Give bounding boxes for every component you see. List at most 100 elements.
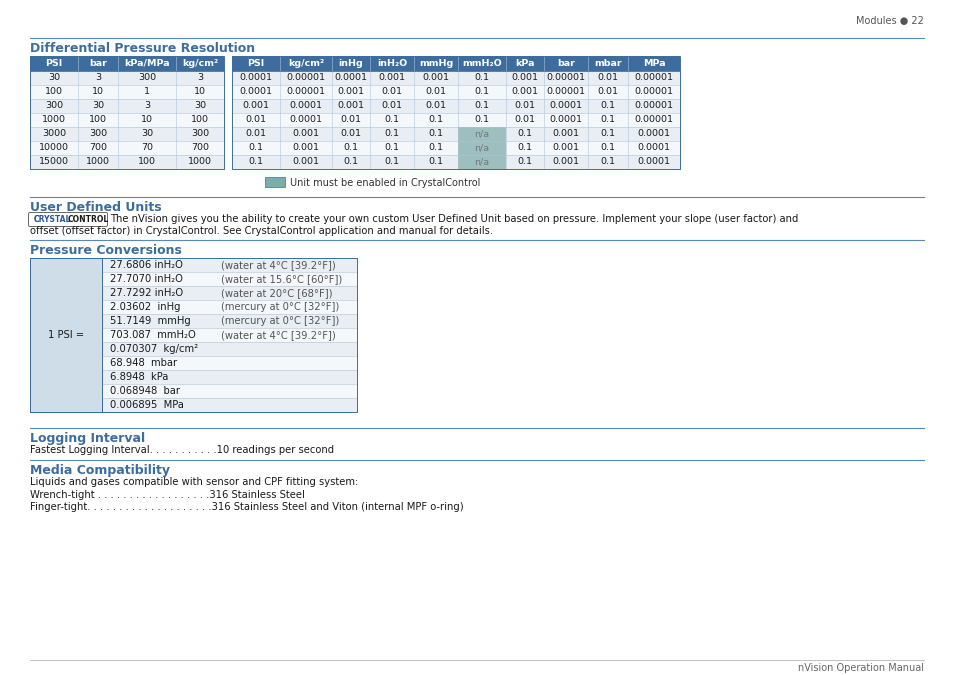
Text: 0.00001: 0.00001 xyxy=(634,74,673,82)
Text: 3000: 3000 xyxy=(42,130,66,138)
Text: 0.1: 0.1 xyxy=(599,130,615,138)
Bar xyxy=(102,258,356,272)
Text: 0.070307  kg/cm²: 0.070307 kg/cm² xyxy=(110,344,198,354)
Text: 15000: 15000 xyxy=(39,157,69,167)
Text: 0.0001: 0.0001 xyxy=(549,101,582,111)
Text: kPa/MPa: kPa/MPa xyxy=(124,59,170,68)
Text: 0.1: 0.1 xyxy=(599,157,615,167)
Text: 0.01: 0.01 xyxy=(597,88,618,97)
Bar xyxy=(30,71,224,85)
Text: 10: 10 xyxy=(91,88,104,97)
Text: 10000: 10000 xyxy=(39,144,69,153)
Bar xyxy=(30,258,356,412)
Text: 0.1: 0.1 xyxy=(474,115,489,124)
Text: Logging Interval: Logging Interval xyxy=(30,432,145,445)
Bar xyxy=(457,141,505,155)
Text: 0.01: 0.01 xyxy=(245,115,266,124)
Text: 70: 70 xyxy=(141,144,152,153)
Text: 0.1: 0.1 xyxy=(599,115,615,124)
Text: 100: 100 xyxy=(191,115,209,124)
Text: 0.00001: 0.00001 xyxy=(634,101,673,111)
Text: 0.001: 0.001 xyxy=(511,88,537,97)
Text: 1: 1 xyxy=(144,88,150,97)
Bar xyxy=(457,155,505,169)
Text: Media Compatibility: Media Compatibility xyxy=(30,464,170,477)
Bar xyxy=(30,258,102,412)
Text: 0.001: 0.001 xyxy=(293,130,319,138)
Bar xyxy=(232,56,679,71)
Text: CRYSTAL: CRYSTAL xyxy=(34,215,71,225)
Bar xyxy=(30,56,224,71)
Text: (mercury at 0°C [32°F]): (mercury at 0°C [32°F]) xyxy=(221,302,339,313)
Text: bar: bar xyxy=(557,59,575,68)
Text: 0.01: 0.01 xyxy=(514,115,535,124)
Text: 300: 300 xyxy=(191,130,209,138)
Text: kg/cm²: kg/cm² xyxy=(288,59,324,68)
Bar xyxy=(102,342,356,356)
Text: 100: 100 xyxy=(138,157,156,167)
Text: 1000: 1000 xyxy=(188,157,212,167)
Text: mmHg: mmHg xyxy=(418,59,453,68)
Text: Differential Pressure Resolution: Differential Pressure Resolution xyxy=(30,42,254,55)
Text: Modules ● 22: Modules ● 22 xyxy=(855,16,923,26)
Text: 0.01: 0.01 xyxy=(425,88,446,97)
Text: 0.1: 0.1 xyxy=(248,144,263,153)
Bar xyxy=(102,272,356,286)
Bar xyxy=(30,155,224,169)
Text: 0.01: 0.01 xyxy=(381,101,402,111)
Text: 3: 3 xyxy=(196,74,203,82)
Bar xyxy=(102,370,356,384)
Text: Liquids and gases compatible with sensor and CPF fitting system:: Liquids and gases compatible with sensor… xyxy=(30,477,358,487)
Text: 0.01: 0.01 xyxy=(245,130,266,138)
Text: 0.00001: 0.00001 xyxy=(634,88,673,97)
Text: 0.1: 0.1 xyxy=(343,144,358,153)
Text: 0.001: 0.001 xyxy=(293,144,319,153)
Text: 300: 300 xyxy=(138,74,156,82)
Text: 0.1: 0.1 xyxy=(517,144,532,153)
Text: 100: 100 xyxy=(45,88,63,97)
Text: (water at 15.6°C [60°F]): (water at 15.6°C [60°F]) xyxy=(221,275,342,284)
Bar xyxy=(102,300,356,314)
Text: 0.006895  MPa: 0.006895 MPa xyxy=(110,400,184,410)
Text: 100: 100 xyxy=(89,115,107,124)
Text: 0.001: 0.001 xyxy=(422,74,449,82)
Bar xyxy=(102,314,356,328)
Text: n/a: n/a xyxy=(474,157,489,167)
Text: 0.001: 0.001 xyxy=(552,144,578,153)
Text: Unit must be enabled in CrystalControl: Unit must be enabled in CrystalControl xyxy=(290,178,480,188)
Text: 0.1: 0.1 xyxy=(474,88,489,97)
Text: 0.0001: 0.0001 xyxy=(335,74,367,82)
Text: kPa: kPa xyxy=(515,59,535,68)
Text: MPa: MPa xyxy=(642,59,664,68)
Text: 0.00001: 0.00001 xyxy=(546,88,585,97)
Text: (water at 4°C [39.2°F]): (water at 4°C [39.2°F]) xyxy=(221,331,335,340)
Text: (mercury at 0°C [32°F]): (mercury at 0°C [32°F]) xyxy=(221,317,339,327)
Text: 0.0001: 0.0001 xyxy=(549,115,582,124)
Text: 30: 30 xyxy=(193,101,206,111)
Text: 30: 30 xyxy=(91,101,104,111)
Text: Fastest Logging Interval. . . . . . . . . . .10 readings per second: Fastest Logging Interval. . . . . . . . … xyxy=(30,445,334,455)
Text: 0.01: 0.01 xyxy=(425,101,446,111)
Text: 703.087  mmH₂O: 703.087 mmH₂O xyxy=(110,331,195,340)
Bar xyxy=(457,127,505,141)
Bar xyxy=(232,56,679,169)
Bar xyxy=(30,127,224,141)
Text: mbar: mbar xyxy=(594,59,621,68)
Text: n/a: n/a xyxy=(474,144,489,153)
Text: 0.1: 0.1 xyxy=(599,144,615,153)
Text: 3: 3 xyxy=(95,74,101,82)
Text: 700: 700 xyxy=(89,144,107,153)
Text: 300: 300 xyxy=(89,130,107,138)
Text: 0.1: 0.1 xyxy=(384,157,399,167)
Text: 0.1: 0.1 xyxy=(384,144,399,153)
Text: 0.01: 0.01 xyxy=(597,74,618,82)
Text: 0.0001: 0.0001 xyxy=(637,130,670,138)
Bar xyxy=(232,127,679,141)
Bar xyxy=(102,398,356,412)
Text: 0.001: 0.001 xyxy=(378,74,405,82)
Text: 68.948  mbar: 68.948 mbar xyxy=(110,358,177,369)
Text: 0.1: 0.1 xyxy=(384,115,399,124)
Text: 0.0001: 0.0001 xyxy=(239,88,273,97)
Text: 0.1: 0.1 xyxy=(428,157,443,167)
Text: 0.068948  bar: 0.068948 bar xyxy=(110,387,180,396)
